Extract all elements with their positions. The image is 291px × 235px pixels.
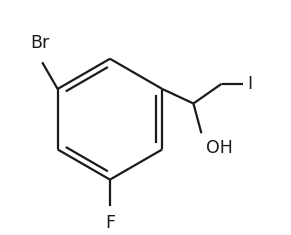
Text: I: I (248, 75, 253, 93)
Text: F: F (105, 214, 115, 232)
Text: OH: OH (206, 139, 233, 157)
Text: Br: Br (30, 34, 49, 52)
